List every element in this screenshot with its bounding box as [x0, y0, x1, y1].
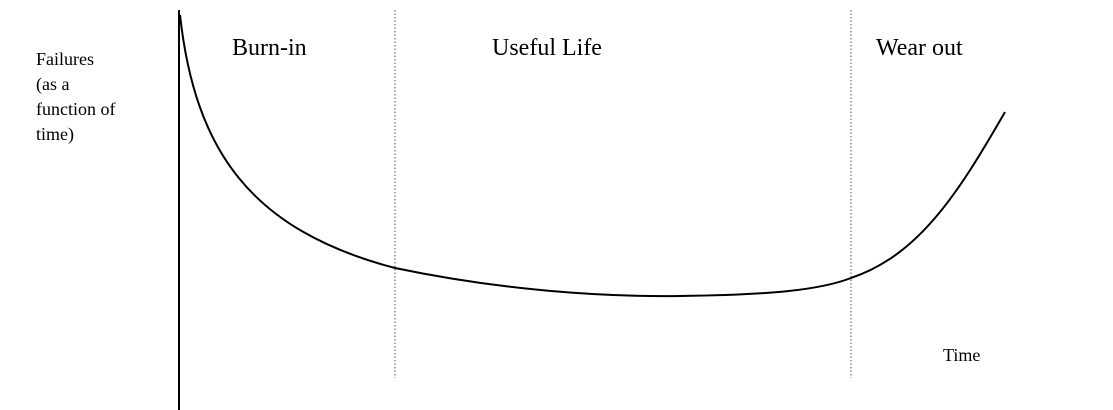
region-label: Useful Life [492, 35, 602, 61]
region-label: Wear out [876, 35, 963, 61]
x-axis-label: Time [943, 345, 980, 365]
y-axis-label-line: function of [36, 99, 115, 119]
bathtub-curve [179, 14, 1006, 298]
y-axis-label-line: time) [36, 124, 74, 145]
y-axis-label-line: Failures [36, 49, 94, 69]
y-axis-label-line: (as a [36, 74, 69, 95]
region-label: Burn-in [232, 35, 307, 61]
